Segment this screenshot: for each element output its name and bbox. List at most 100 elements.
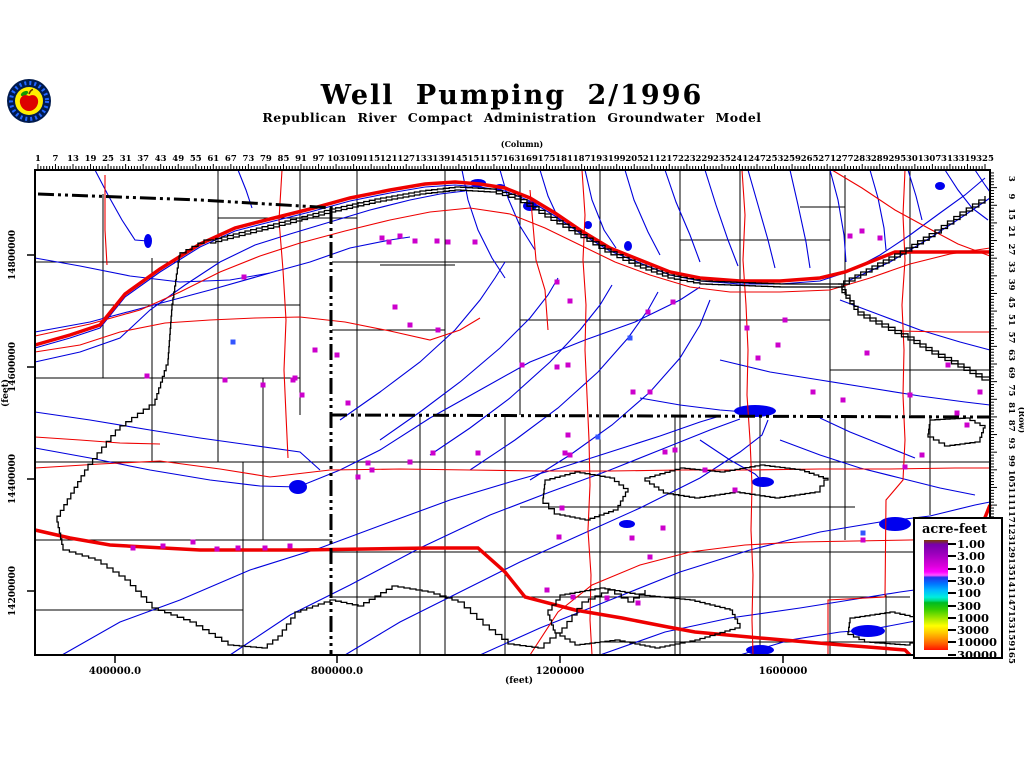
svg-text:39: 39	[1006, 279, 1016, 291]
svg-text:14800000: 14800000	[8, 230, 18, 280]
svg-text:400000.0: 400000.0	[89, 666, 141, 677]
county-boundaries	[35, 170, 990, 655]
svg-text:91: 91	[295, 154, 307, 164]
svg-text:153: 153	[1006, 611, 1016, 629]
svg-text:75: 75	[1006, 385, 1016, 397]
svg-text:229: 229	[696, 154, 714, 164]
svg-text:205: 205	[625, 154, 643, 164]
plot-frame	[34, 169, 991, 656]
svg-text:165: 165	[1006, 646, 1016, 664]
svg-text:123: 123	[1006, 523, 1016, 541]
svg-text:14400000: 14400000	[8, 454, 18, 504]
svg-text:(feet): (feet)	[0, 379, 11, 407]
svg-text:79: 79	[260, 154, 272, 164]
legend-tick	[948, 567, 956, 570]
svg-text:105: 105	[1006, 470, 1016, 488]
svg-text:157: 157	[485, 154, 503, 164]
svg-text:147: 147	[1006, 593, 1016, 611]
svg-text:15: 15	[1006, 208, 1016, 220]
svg-text:247: 247	[748, 154, 766, 164]
svg-text:49: 49	[172, 154, 184, 164]
roads-major	[34, 180, 992, 657]
svg-text:87: 87	[1006, 420, 1016, 432]
svg-text:187: 187	[573, 154, 591, 164]
legend-entry: 3.00	[948, 550, 985, 562]
svg-text:21: 21	[1006, 226, 1016, 238]
svg-text:121: 121	[380, 154, 398, 164]
svg-text:313: 313	[941, 154, 959, 164]
legend-box: acre-feet 1.00 3.00 10.0 30.0 100 300 1000 3000…	[913, 517, 1003, 660]
page-subtitle: Republican River Compact Administration …	[262, 110, 762, 125]
svg-text:73: 73	[242, 154, 254, 164]
svg-text:103: 103	[327, 154, 345, 164]
svg-text:13: 13	[67, 154, 79, 164]
svg-text:253: 253	[766, 154, 784, 164]
legend-value: 300	[957, 598, 982, 613]
legend-tick	[948, 641, 956, 644]
legend-value: 30.0	[957, 573, 986, 588]
svg-text:(Row): (Row)	[1017, 407, 1024, 434]
svg-text:33: 33	[1006, 261, 1016, 273]
svg-text:271: 271	[818, 154, 836, 164]
legend-value: 1000	[957, 610, 990, 625]
well-cells	[130, 228, 983, 606]
svg-text:25: 25	[102, 154, 114, 164]
svg-text:265: 265	[801, 154, 819, 164]
svg-text:159: 159	[1006, 628, 1016, 646]
legend-tick	[948, 592, 956, 595]
svg-text:111: 111	[1006, 487, 1016, 505]
svg-text:139: 139	[432, 154, 450, 164]
legend-tick	[948, 555, 956, 558]
state-borders	[37, 192, 991, 655]
legend-value: 100	[957, 586, 982, 601]
legend-entry: 3000	[948, 624, 989, 636]
svg-text:115: 115	[362, 154, 380, 164]
svg-text:283: 283	[853, 154, 871, 164]
legend-colorbar	[924, 540, 948, 650]
svg-text:1: 1	[35, 154, 41, 164]
legend-entry: 100	[948, 587, 981, 599]
seal-text-ring	[9, 81, 49, 121]
svg-text:1200000: 1200000	[536, 666, 585, 677]
legend-entry: 10000	[948, 636, 997, 648]
svg-text:295: 295	[888, 154, 906, 164]
svg-text:169: 169	[520, 154, 538, 164]
legend-title: acre-feet	[922, 522, 987, 537]
svg-text:27: 27	[1006, 243, 1016, 255]
svg-text:217: 217	[660, 154, 678, 164]
page-title: Well Pumping 2/1996	[320, 80, 704, 111]
svg-text:31: 31	[120, 154, 132, 164]
svg-text:3: 3	[1006, 176, 1016, 182]
svg-text:69: 69	[1006, 367, 1016, 379]
legend-value: 10.0	[957, 561, 986, 576]
svg-text:277: 277	[836, 154, 854, 164]
legend-entry: 10.0	[948, 563, 985, 575]
apple-icon	[19, 95, 39, 111]
legend-tick	[948, 616, 956, 619]
svg-text:1600000: 1600000	[759, 666, 808, 677]
svg-text:51: 51	[1006, 314, 1016, 326]
svg-text:301: 301	[906, 154, 924, 164]
legend-tick	[948, 629, 956, 632]
svg-text:9: 9	[1006, 193, 1016, 199]
svg-text:235: 235	[713, 154, 731, 164]
svg-text:193: 193	[590, 154, 608, 164]
svg-text:145: 145	[450, 154, 468, 164]
svg-text:55: 55	[190, 154, 202, 164]
svg-text:93: 93	[1006, 437, 1016, 449]
legend-value: 3000	[957, 623, 990, 638]
svg-text:175: 175	[538, 154, 556, 164]
svg-text:325: 325	[976, 154, 994, 164]
svg-text:289: 289	[871, 154, 889, 164]
legend-value: 10000	[957, 635, 998, 650]
svg-text:800000.0: 800000.0	[311, 666, 363, 677]
svg-text:129: 129	[1006, 540, 1016, 558]
svg-text:37: 37	[137, 154, 149, 164]
svg-text:99: 99	[1006, 455, 1016, 467]
svg-text:97: 97	[313, 154, 325, 164]
svg-text:(Column): (Column)	[501, 139, 544, 149]
legend-entry: 300	[948, 600, 981, 612]
legend-value: 1.00	[957, 537, 986, 551]
svg-text:141: 141	[1006, 576, 1016, 594]
